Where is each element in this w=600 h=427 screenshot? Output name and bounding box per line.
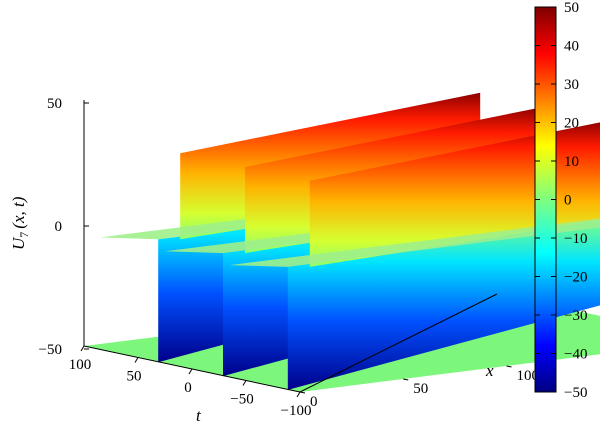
colorbar-tick-label: −30: [564, 308, 587, 324]
z-tick-label: 50: [47, 96, 62, 112]
z-tick-label: −50: [39, 342, 62, 358]
t-tick-label: −100: [281, 403, 312, 419]
x-axis-label: x: [485, 361, 494, 380]
x-tick-mark: [403, 378, 409, 381]
colorbar-tick-label: 20: [564, 116, 579, 132]
trough-wave-3: [287, 227, 600, 390]
positive-wave-layer: [100, 92, 600, 267]
zero-sheet-3: [229, 218, 600, 267]
colorbar: 50 40 30 20 10 0 −10 −20 −30 −40 −50: [534, 0, 587, 401]
x-axis-line: [299, 293, 498, 393]
z-axis-label: U7(x, t): [9, 196, 31, 250]
y-axis-label: t: [196, 406, 202, 425]
colorbar-tick-label: 10: [564, 154, 579, 170]
colorbar-tick-label: 40: [564, 39, 579, 55]
colorbar-tick-label: 0: [564, 193, 572, 209]
z-tick-label: 0: [55, 219, 63, 235]
x-tick-mark: [299, 391, 306, 394]
t-tick-label: 50: [127, 369, 142, 385]
colorbar-tick-label: −10: [564, 231, 587, 247]
t-tick-mark: [134, 357, 139, 363]
colorbar-tick-label: −40: [564, 347, 587, 363]
x-tick-label: 50: [413, 381, 428, 397]
x-tick-mark: [506, 365, 512, 368]
colorbar-tick-label: −20: [564, 270, 587, 286]
t-tick-mark: [242, 380, 247, 386]
x-tick-label: 0: [310, 394, 318, 410]
t-tick-label: 100: [69, 357, 92, 373]
t-tick-mark: [296, 391, 301, 398]
t-tick-label: 0: [184, 380, 192, 396]
x-tick-label: 100: [517, 368, 540, 384]
colorbar-tick-label: 50: [564, 0, 579, 16]
colorbar-ticks: 50 40 30 20 10 0 −10 −20 −30 −40 −50: [535, 0, 587, 401]
colorbar-tick-label: −50: [564, 385, 587, 401]
t-tick-mark: [188, 368, 193, 375]
t-tick-mark: [80, 345, 85, 352]
t-tick-label: −50: [230, 392, 253, 408]
colorbar-tick-label: 30: [564, 77, 579, 93]
